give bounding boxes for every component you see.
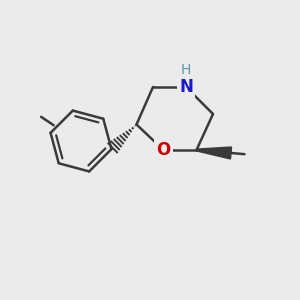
Polygon shape: [196, 147, 232, 159]
Text: O: O: [156, 141, 171, 159]
Text: N: N: [179, 78, 193, 96]
Text: H: H: [181, 63, 191, 76]
